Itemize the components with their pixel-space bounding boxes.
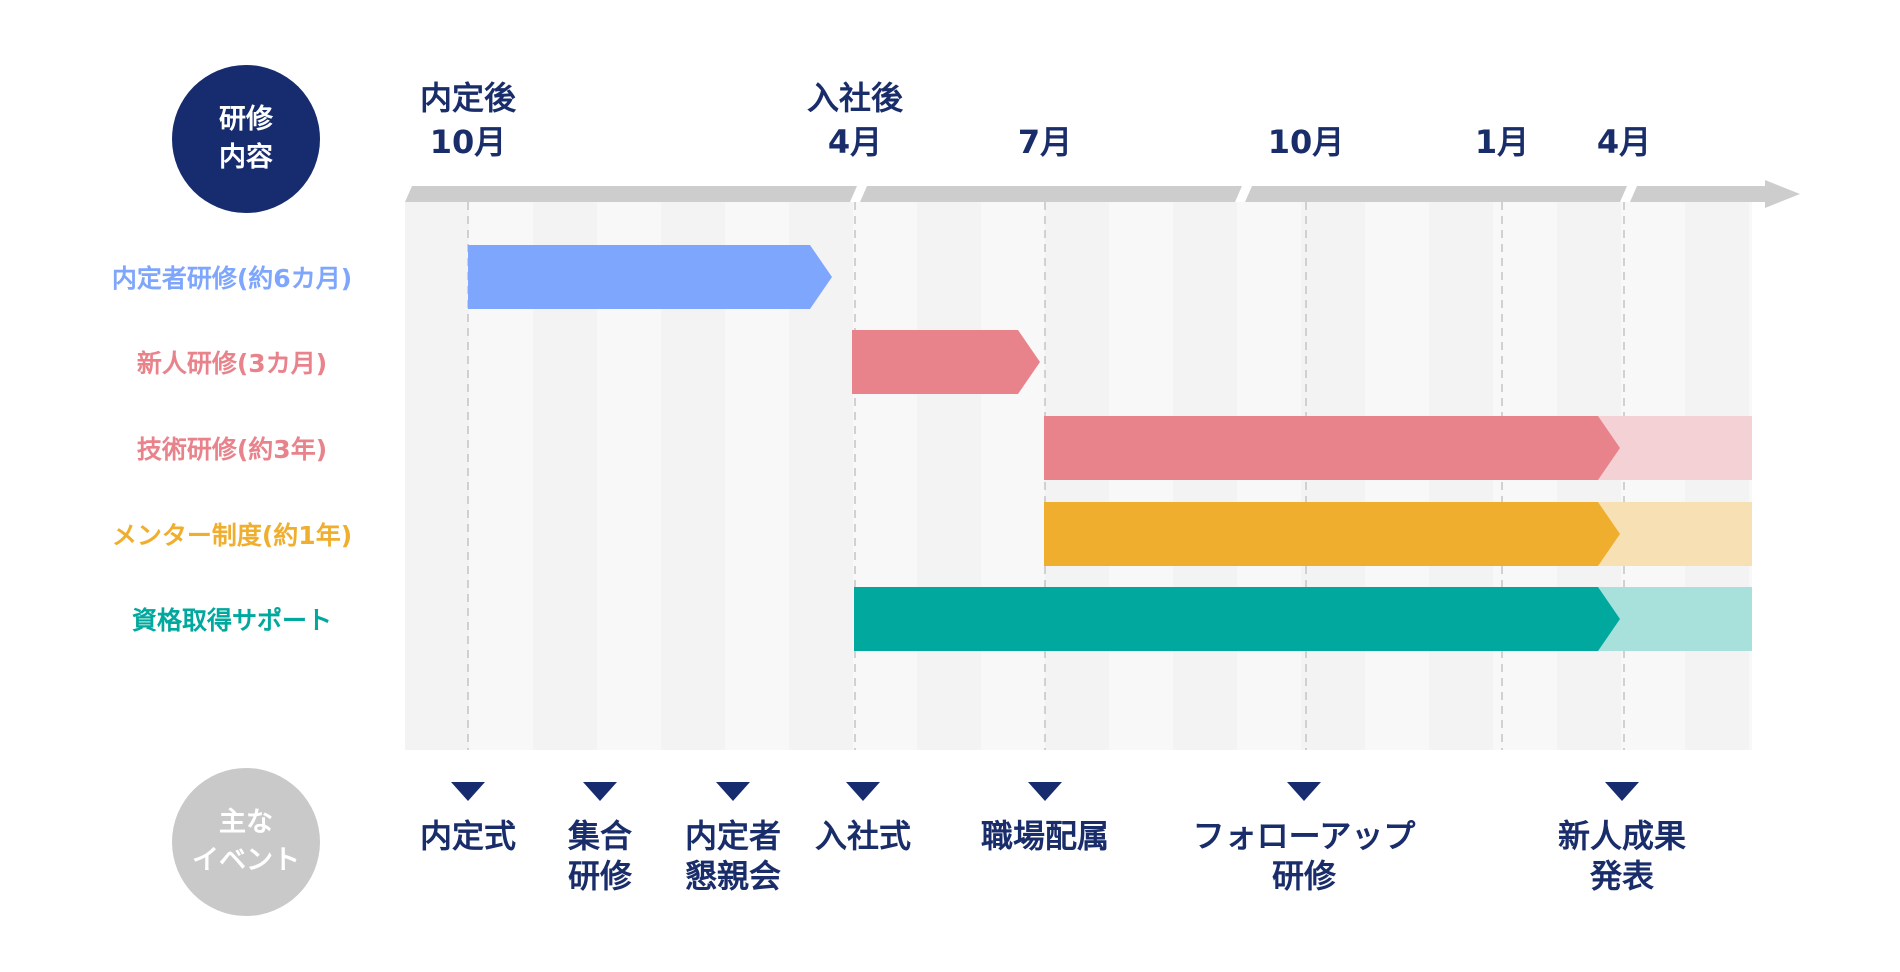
timeline-breaks	[850, 186, 1637, 202]
grid-band	[981, 202, 1045, 750]
grid-band	[917, 202, 981, 750]
program-bar	[1044, 502, 1620, 566]
training-header-line2: 内容	[219, 142, 273, 173]
timeline-label: 7月	[1018, 120, 1072, 164]
program-bar	[1044, 416, 1620, 480]
event-label: 集合 研修	[568, 816, 632, 896]
event-label: 内定式	[420, 816, 516, 856]
grid-band	[853, 202, 917, 750]
program-bar	[852, 330, 1040, 394]
timeline-arrow	[405, 180, 1800, 208]
grid-band	[405, 202, 469, 750]
event-label-line1: 集合	[567, 817, 633, 855]
event-marker-icon	[1287, 782, 1321, 806]
program-bar	[468, 245, 832, 309]
event-label-line1: 内定者	[684, 817, 782, 855]
event-label-line2: 発表	[1589, 857, 1655, 895]
timeline-label-line2: 7月	[1017, 123, 1073, 161]
event-label-line1: フォローアップ	[1192, 817, 1416, 855]
timeline-label: 内定後 10月	[420, 76, 516, 164]
timeline-label-line2: 10月	[1267, 123, 1345, 161]
event-label-line2: 研修	[1271, 857, 1337, 895]
training-header-line1: 研修	[219, 104, 273, 135]
events-header-line2: イベント	[192, 845, 300, 876]
event-label-line2: 研修	[567, 857, 633, 895]
event-label-line1: 職場配属	[980, 817, 1110, 855]
event-marker-icon	[716, 782, 750, 806]
program-label: 資格取得サポート	[131, 606, 333, 635]
event-label: フォローアップ 研修	[1193, 816, 1416, 896]
event-label: 新人成果 発表	[1558, 816, 1686, 896]
timeline-label: 1月	[1475, 120, 1529, 164]
event-marker-icon	[1028, 782, 1062, 806]
event-label: 内定者 懇親会	[685, 816, 781, 896]
timeline-label: 10月	[1268, 120, 1345, 164]
event-label-line1: 新人成果	[1557, 817, 1687, 855]
timeline-label: 4月	[1597, 120, 1651, 164]
event-label: 入社式	[815, 816, 911, 856]
timeline-label-line2: 1月	[1474, 123, 1530, 161]
event-label-line2: 懇親会	[684, 857, 782, 895]
timeline-label-line2: 10月	[429, 123, 507, 161]
event-marker-icon	[1605, 782, 1639, 806]
event-marker-icon	[846, 782, 880, 806]
event-label-line1: 入社式	[814, 817, 912, 855]
event-marker-icon	[583, 782, 617, 806]
program-label: 新人研修(3カ月)	[136, 349, 328, 378]
timeline-label-line1: 内定後	[419, 79, 517, 117]
events-header: 主な イベント	[172, 768, 320, 916]
timeline-label-line2: 4月	[1596, 123, 1652, 161]
program-label: 技術研修(約3年)	[136, 435, 328, 464]
program-label: メンター制度(約1年)	[111, 521, 353, 550]
program-label: 内定者研修(約6カ月)	[111, 264, 353, 293]
timeline-label: 入社後 4月	[807, 76, 903, 164]
events-header-line1: 主な	[219, 807, 273, 838]
timeline-label-line2: 4月	[827, 123, 883, 161]
training-content-header: 研修 内容	[172, 65, 320, 213]
event-label: 職場配属	[981, 816, 1109, 856]
timeline-label-line1: 入社後	[806, 79, 904, 117]
event-marker-icon	[451, 782, 485, 806]
program-bars	[468, 245, 1752, 651]
event-label-line1: 内定式	[419, 817, 517, 855]
program-bar	[854, 587, 1620, 651]
